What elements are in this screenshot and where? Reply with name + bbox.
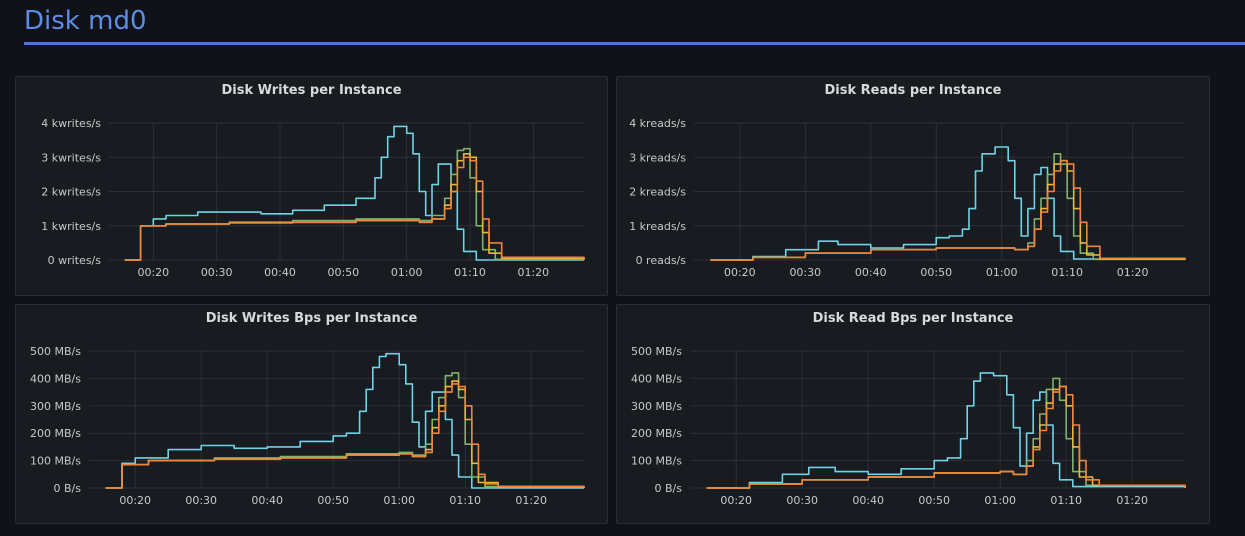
- x-tick-label: 00:40: [852, 494, 884, 507]
- x-tick-label: 01:00: [391, 266, 423, 279]
- panel-disk-read-bps: 0 B/s 100 MB/s 200 MB/s 300 MB/s 400 MB/s 500…: [616, 304, 1210, 524]
- x-tick-label: 01:10: [449, 494, 481, 507]
- series-line-2[interactable]: [124, 147, 585, 261]
- section-title[interactable]: Disk md0: [24, 6, 147, 36]
- y-tick-label: 100 MB/s: [631, 455, 682, 468]
- y-tick-label: 3 kwrites/s: [41, 151, 101, 164]
- series-line-2[interactable]: [710, 153, 1186, 261]
- y-tick-label: 4 kwrites/s: [41, 117, 101, 130]
- x-tick-label: 01:00: [984, 494, 1016, 507]
- x-tick-label: 01:00: [986, 266, 1018, 279]
- y-tick-label: 0 writes/s: [48, 254, 102, 267]
- series-line-1[interactable]: [706, 372, 1186, 489]
- panel-title[interactable]: Disk Writes per Instance: [221, 83, 402, 98]
- series-line-1[interactable]: [105, 352, 585, 489]
- y-tick-label: 0 reads/s: [636, 254, 687, 267]
- x-tick-label: 00:50: [327, 266, 359, 279]
- x-tick-label: 00:30: [789, 266, 821, 279]
- panel-disk-writes-bps: 0 B/s 100 MB/s 200 MB/s 300 MB/s 400 MB/s 500…: [15, 304, 608, 524]
- x-tick-label: 01:20: [1117, 266, 1149, 279]
- chart-svg[interactable]: 0 reads/s 1 kreads/s 2 kreads/s 3 kreads/s 4…: [617, 77, 1211, 297]
- x-tick-label: 01:20: [517, 266, 549, 279]
- panel-disk-reads: 0 reads/s 1 kreads/s 2 kreads/s 3 kreads/s 4…: [616, 76, 1210, 296]
- x-tick-label: 00:20: [720, 494, 752, 507]
- series-line-4[interactable]: [706, 385, 1186, 489]
- x-tick-label: 00:40: [855, 266, 887, 279]
- panel-disk-writes: 0 writes/s 1 kwrites/s 2 kwrites/s 3 kwrite…: [15, 76, 608, 296]
- x-tick-label: 00:50: [918, 494, 950, 507]
- series-line-1[interactable]: [124, 125, 584, 261]
- chart-svg[interactable]: 0 B/s 100 MB/s 200 MB/s 300 MB/s 400 MB/s 500…: [617, 305, 1211, 525]
- y-tick-label: 200 MB/s: [631, 427, 682, 440]
- series-line-3[interactable]: [710, 159, 1186, 261]
- series-line-3[interactable]: [105, 380, 585, 489]
- x-tick-label: 00:40: [251, 494, 283, 507]
- series-line-3[interactable]: [124, 153, 585, 261]
- y-tick-label: 0 B/s: [655, 482, 683, 495]
- chart-svg[interactable]: 0 B/s 100 MB/s 200 MB/s 300 MB/s 400 MB/s 500…: [16, 305, 609, 525]
- series-line-1[interactable]: [710, 146, 1186, 261]
- y-tick-label: 400 MB/s: [631, 372, 682, 385]
- y-tick-label: 400 MB/s: [30, 372, 81, 385]
- y-tick-label: 2 kwrites/s: [41, 186, 101, 199]
- y-tick-label: 300 MB/s: [631, 400, 682, 413]
- x-tick-label: 00:20: [137, 266, 169, 279]
- x-tick-label: 00:20: [724, 266, 756, 279]
- x-tick-label: 01:10: [1050, 494, 1082, 507]
- x-tick-label: 01:00: [383, 494, 415, 507]
- x-tick-label: 00:30: [185, 494, 217, 507]
- y-tick-label: 200 MB/s: [30, 427, 81, 440]
- x-tick-label: 01:20: [1116, 494, 1148, 507]
- y-tick-label: 1 kwrites/s: [41, 220, 101, 233]
- panel-title[interactable]: Disk Reads per Instance: [824, 83, 1002, 98]
- y-tick-label: 500 MB/s: [30, 345, 81, 358]
- x-tick-label: 00:50: [317, 494, 349, 507]
- y-tick-label: 4 kreads/s: [629, 117, 686, 130]
- x-tick-label: 00:40: [264, 266, 296, 279]
- series-line-4[interactable]: [124, 156, 585, 261]
- y-tick-label: 1 kreads/s: [629, 220, 686, 233]
- series-line-2[interactable]: [105, 372, 585, 489]
- y-tick-label: 3 kreads/s: [629, 151, 686, 164]
- series-line-4[interactable]: [710, 159, 1186, 261]
- x-tick-label: 00:20: [119, 494, 151, 507]
- x-tick-label: 01:10: [454, 266, 486, 279]
- y-tick-label: 300 MB/s: [30, 400, 81, 413]
- y-tick-label: 500 MB/s: [631, 345, 682, 358]
- section-header[interactable]: Disk md0: [24, 0, 1245, 45]
- x-tick-label: 01:20: [515, 494, 547, 507]
- x-tick-label: 00:30: [786, 494, 818, 507]
- x-tick-label: 00:50: [920, 266, 952, 279]
- panel-title[interactable]: Disk Read Bps per Instance: [812, 311, 1014, 326]
- y-tick-label: 0 B/s: [54, 482, 82, 495]
- series-line-4[interactable]: [105, 383, 585, 489]
- x-tick-label: 01:10: [1051, 266, 1083, 279]
- chart-svg[interactable]: 0 writes/s 1 kwrites/s 2 kwrites/s 3 kwrite…: [16, 77, 609, 297]
- y-tick-label: 2 kreads/s: [629, 186, 686, 199]
- x-tick-label: 00:30: [201, 266, 233, 279]
- y-tick-label: 100 MB/s: [30, 455, 81, 468]
- panel-title[interactable]: Disk Writes Bps per Instance: [205, 311, 418, 326]
